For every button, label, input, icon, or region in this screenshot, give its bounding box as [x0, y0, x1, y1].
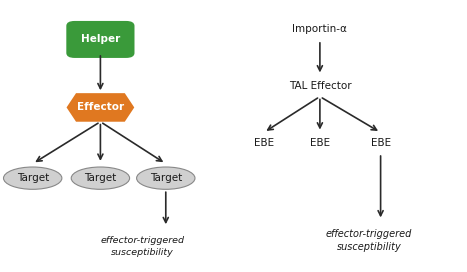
FancyBboxPatch shape: [66, 21, 134, 58]
Text: effector-triggered
susceptibility: effector-triggered susceptibility: [326, 229, 412, 252]
Text: Target: Target: [16, 173, 49, 183]
Text: effector-triggered
susceptibility: effector-triggered susceptibility: [100, 236, 184, 256]
Ellipse shape: [4, 167, 62, 189]
Text: Effector: Effector: [77, 103, 124, 112]
Text: Target: Target: [149, 173, 182, 183]
Text: EBE: EBE: [370, 138, 391, 148]
Text: EBE: EBE: [254, 138, 274, 148]
Text: Helper: Helper: [81, 35, 120, 44]
Polygon shape: [67, 93, 134, 122]
Text: TAL Effector: TAL Effector: [289, 81, 351, 91]
Ellipse shape: [136, 167, 195, 189]
Text: Importin-α: Importin-α: [292, 24, 347, 33]
Text: EBE: EBE: [310, 138, 330, 148]
Text: Target: Target: [84, 173, 117, 183]
Ellipse shape: [71, 167, 130, 189]
